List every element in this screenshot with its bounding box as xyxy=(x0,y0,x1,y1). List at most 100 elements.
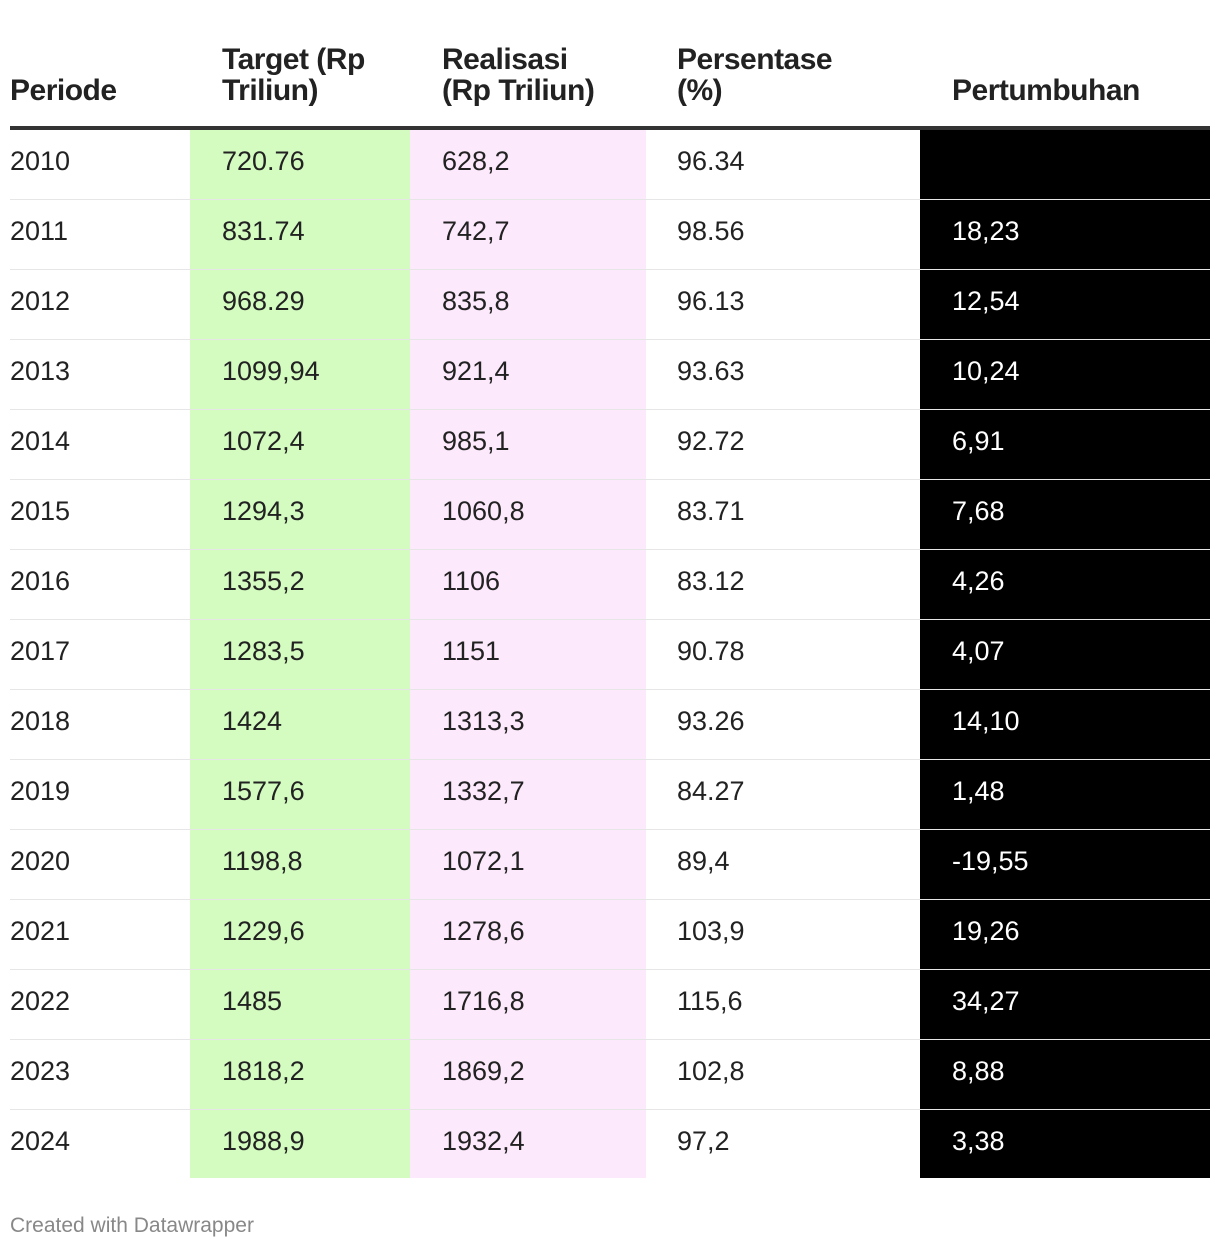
table-row: 2022 1485 1716,8 115,6 34,27 xyxy=(10,970,1210,1040)
cell-realisasi: 1060,8 xyxy=(442,496,525,526)
row-divider xyxy=(10,759,1210,760)
row-divider xyxy=(10,199,1210,200)
row-divider xyxy=(10,479,1210,480)
cell-target: 1424 xyxy=(222,706,283,736)
cell-periode: 2013 xyxy=(10,356,71,386)
cell-pertumbuhan: 3,38 xyxy=(952,1126,1005,1156)
cell-periode: 2012 xyxy=(10,286,71,316)
cell-persentase: 93.26 xyxy=(677,706,745,736)
header-pertumbuhan-line: Pertumbuhan xyxy=(952,74,1140,107)
table-row: 2018 1424 1313,3 93.26 14,10 xyxy=(10,690,1210,760)
cell-target: 1577,6 xyxy=(222,776,305,806)
row-divider xyxy=(10,1039,1210,1040)
table-row: 2023 1818,2 1869,2 102,8 8,88 xyxy=(10,1040,1210,1110)
cell-pertumbuhan: -19,55 xyxy=(952,846,1029,876)
cell-pertumbuhan: 4,26 xyxy=(952,566,1005,596)
header-realisasi[interactable]: Realisasi (Rp Triliun) xyxy=(442,43,595,107)
cell-realisasi: 1278,6 xyxy=(442,916,525,946)
cell-persentase: 115,6 xyxy=(677,986,743,1016)
row-divider xyxy=(10,269,1210,270)
cell-periode: 2018 xyxy=(10,706,71,736)
header-pertumbuhan[interactable]: Pertumbuhan xyxy=(952,75,1140,106)
cell-persentase: 96.34 xyxy=(677,146,745,176)
cell-target: 1198,8 xyxy=(222,846,303,876)
cell-pertumbuhan: 4,07 xyxy=(952,636,1005,666)
cell-realisasi: 1932,4 xyxy=(442,1126,525,1156)
cell-realisasi: 1151 xyxy=(442,636,501,666)
datawrapper-credit[interactable]: Created with Datawrapper xyxy=(10,1214,254,1237)
cell-persentase: 102,8 xyxy=(677,1056,745,1086)
cell-realisasi: 742,7 xyxy=(442,216,510,246)
row-divider xyxy=(10,829,1210,830)
table-row: 2016 1355,2 1106 83.12 4,26 xyxy=(10,550,1210,620)
cell-target: 1818,2 xyxy=(222,1056,305,1086)
cell-target: 831.74 xyxy=(222,216,305,246)
table-row: 2021 1229,6 1278,6 103,9 19,26 xyxy=(10,900,1210,970)
table-row: 2011 831.74 742,7 98.56 18,23 xyxy=(10,200,1210,270)
cell-realisasi: 985,1 xyxy=(442,426,510,456)
table-body: 2010 720.76 628,2 96.34 2011 831.74 742,7 98.56… xyxy=(10,130,1210,1180)
cell-persentase: 96.13 xyxy=(677,286,745,316)
target-column-background xyxy=(190,130,410,1178)
cell-target: 1099,94 xyxy=(222,356,320,386)
table-row: 2020 1198,8 1072,1 89,4 -19,55 xyxy=(10,830,1210,900)
cell-periode: 2019 xyxy=(10,776,71,806)
cell-realisasi: 1869,2 xyxy=(442,1056,525,1086)
cell-target: 720.76 xyxy=(222,146,305,176)
cell-persentase: 93.63 xyxy=(677,356,745,386)
header-persentase-line: Persentase xyxy=(677,43,833,76)
cell-pertumbuhan: 14,10 xyxy=(952,706,1020,736)
cell-periode: 2024 xyxy=(10,1126,71,1156)
table-header: Periode Target (Rp Triliun) Realisasi (Rp Tr… xyxy=(10,30,1210,130)
row-divider xyxy=(10,409,1210,410)
row-divider xyxy=(10,339,1210,340)
cell-pertumbuhan: 10,24 xyxy=(952,356,1020,386)
cell-target: 1355,2 xyxy=(222,566,305,596)
cell-pertumbuhan: 7,68 xyxy=(952,496,1005,526)
header-target-line: Target (Rp xyxy=(222,43,365,76)
header-persentase-line: (%) xyxy=(677,74,723,107)
table-row: 2014 1072,4 985,1 92.72 6,91 xyxy=(10,410,1210,480)
cell-periode: 2016 xyxy=(10,566,71,596)
cell-periode: 2010 xyxy=(10,146,71,176)
cell-realisasi: 1106 xyxy=(442,566,501,596)
cell-realisasi: 1716,8 xyxy=(442,986,525,1016)
table-row: 2017 1283,5 1151 90.78 4,07 xyxy=(10,620,1210,690)
cell-periode: 2021 xyxy=(10,916,71,946)
cell-periode: 2015 xyxy=(10,496,71,526)
header-periode[interactable]: Periode xyxy=(10,75,117,106)
cell-pertumbuhan: 34,27 xyxy=(952,986,1020,1016)
cell-periode: 2011 xyxy=(10,216,69,246)
cell-target: 1229,6 xyxy=(222,916,305,946)
cell-persentase: 97,2 xyxy=(677,1126,730,1156)
cell-target: 1988,9 xyxy=(222,1126,305,1156)
table-row: 2024 1988,9 1932,4 97,2 3,38 xyxy=(10,1110,1210,1180)
cell-persentase: 83.71 xyxy=(677,496,745,526)
cell-realisasi: 1072,1 xyxy=(442,846,525,876)
cell-realisasi: 1313,3 xyxy=(442,706,525,736)
row-divider xyxy=(10,969,1210,970)
cell-periode: 2022 xyxy=(10,986,71,1016)
cell-target: 1485 xyxy=(222,986,283,1016)
row-divider xyxy=(10,899,1210,900)
header-target[interactable]: Target (Rp Triliun) xyxy=(222,44,365,106)
header-periode-line: Periode xyxy=(10,74,117,107)
header-persentase[interactable]: Persentase (%) xyxy=(677,43,833,107)
cell-periode: 2014 xyxy=(10,426,71,456)
header-realisasi-line: (Rp Triliun) xyxy=(442,74,595,107)
row-divider xyxy=(10,619,1210,620)
cell-target: 1283,5 xyxy=(222,636,305,666)
header-realisasi-line: Realisasi xyxy=(442,43,568,76)
header-target-line: Triliun) xyxy=(222,74,318,107)
cell-realisasi: 1332,7 xyxy=(442,776,525,806)
cell-realisasi: 921,4 xyxy=(442,356,510,386)
cell-persentase: 92.72 xyxy=(677,426,745,456)
cell-periode: 2023 xyxy=(10,1056,71,1086)
cell-realisasi: 835,8 xyxy=(442,286,510,316)
data-table: Periode Target (Rp Triliun) Realisasi (Rp Tr… xyxy=(10,30,1210,1180)
cell-pertumbuhan: 12,54 xyxy=(952,286,1020,316)
row-divider xyxy=(10,1109,1210,1110)
pertumbuhan-column-background xyxy=(920,130,1210,1178)
cell-pertumbuhan: 19,26 xyxy=(952,916,1020,946)
cell-persentase: 103,9 xyxy=(677,916,745,946)
